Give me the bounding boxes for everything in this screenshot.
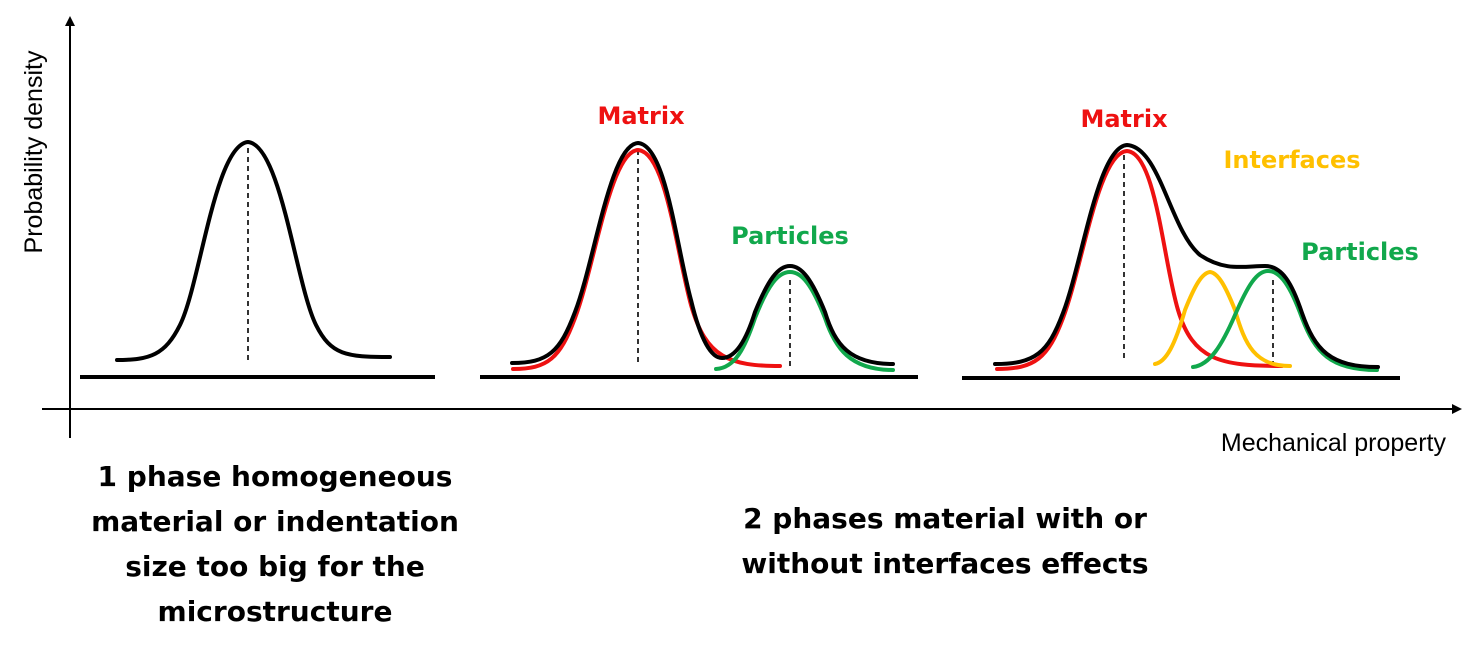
panel-single-phase [80, 139, 435, 379]
particles-label: Particles [1301, 238, 1419, 266]
panel-two-phase: Matrix Particles [480, 102, 918, 379]
matrix-label: Matrix [1080, 105, 1168, 133]
interfaces-distribution-curve [1153, 269, 1292, 368]
matrix-distribution-curve [511, 147, 782, 371]
particles-distribution-curve [714, 269, 895, 372]
particles-distribution-curve [1191, 268, 1379, 372]
caption-line: 2 phases material with or [743, 502, 1147, 535]
x-axis-title: Mechanical property [1221, 429, 1447, 457]
total-distribution-curve [115, 139, 392, 362]
panel-two-phase-interfaces: Matrix Interfaces Particles [962, 105, 1419, 380]
caption-line: size too big for the [125, 550, 425, 583]
total-distribution-curve [510, 140, 895, 366]
two-phase-caption: 2 phases material with or without interf… [690, 496, 1200, 586]
particles-label: Particles [731, 222, 849, 250]
interfaces-label: Interfaces [1223, 146, 1360, 174]
single-phase-caption: 1 phase homogeneous material or indentat… [60, 454, 490, 634]
total-distribution-curve [993, 142, 1380, 369]
matrix-label: Matrix [597, 102, 685, 130]
caption-line: material or indentation [91, 505, 459, 538]
matrix-distribution-curve [995, 148, 1284, 371]
caption-line: microstructure [157, 595, 393, 628]
caption-line: 1 phase homogeneous [97, 460, 453, 493]
y-axis-title: Probability density [20, 50, 48, 253]
caption-line: without interfaces effects [741, 547, 1149, 580]
